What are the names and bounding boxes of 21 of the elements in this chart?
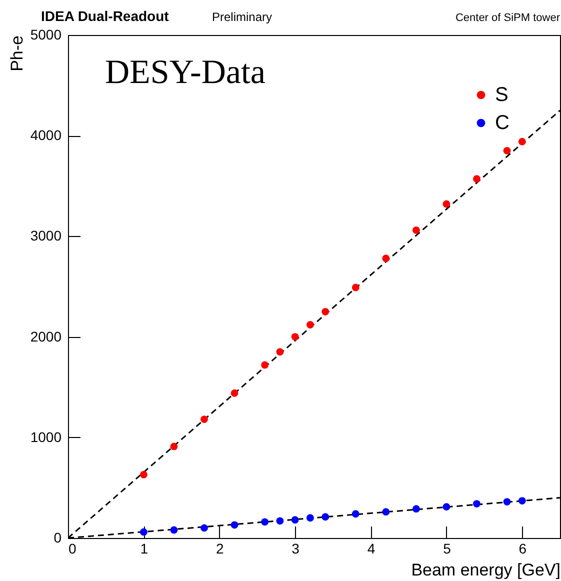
y-tick-label: 3000	[30, 228, 62, 244]
x-tick-label: 2	[216, 540, 224, 556]
x-tick-label: 1	[140, 540, 148, 556]
y-tick-label: 4000	[30, 127, 62, 144]
annotation: DESY-Data	[105, 54, 266, 91]
x-tick-label: 3	[292, 540, 300, 556]
x-tick-label: 4	[367, 540, 376, 556]
text: Preliminary	[212, 10, 272, 24]
y-tick-label: 5000	[30, 26, 62, 42]
legend-label: S	[495, 84, 508, 106]
y-axis-title: Ph-e	[7, 36, 26, 72]
y-tick-label: 0	[54, 530, 62, 546]
y-tick-label: 2000	[30, 328, 62, 344]
y-tick-label: 1000	[30, 428, 62, 445]
x-tick-label: 0	[68, 540, 76, 556]
x-tick-label: 6	[518, 540, 527, 556]
legend-label: C	[495, 112, 510, 134]
x-tick-label: 5	[443, 540, 452, 556]
text: Center of SiPM tower	[455, 12, 560, 24]
text: IDEA Dual-Readout	[41, 8, 170, 24]
x-axis-title: Beam energy [GeV]	[411, 560, 560, 580]
